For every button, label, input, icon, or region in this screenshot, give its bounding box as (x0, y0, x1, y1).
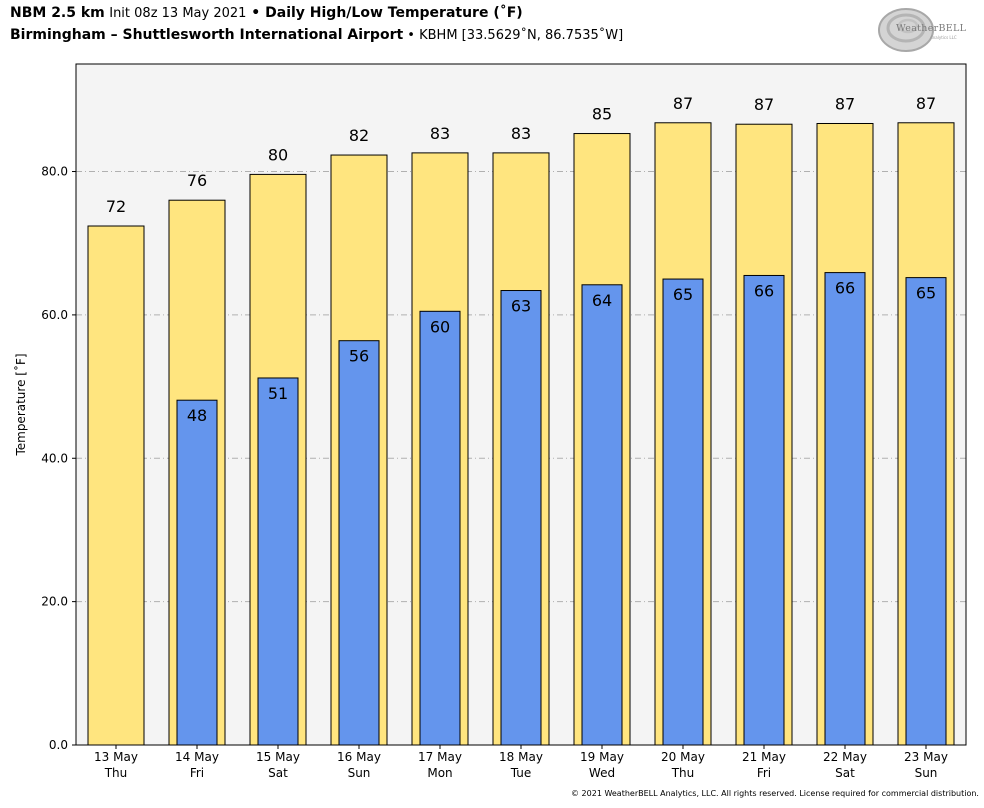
high-temp-label: 87 (835, 94, 855, 113)
x-tick-date: 20 May (661, 750, 705, 764)
low-temp-bar (500, 290, 542, 746)
high-temp-label: 87 (673, 94, 693, 113)
x-tick-weekday: Wed (589, 766, 615, 780)
x-tick-weekday: Fri (190, 766, 204, 780)
low-temp-bar (581, 284, 623, 746)
location-name: Birmingham – Shuttlesworth International… (10, 27, 404, 43)
low-temp-label: 66 (754, 281, 774, 300)
logo-subtext: Analytics LLC (930, 35, 957, 40)
low-temp-label: 64 (592, 291, 612, 310)
x-tick-date: 23 May (904, 750, 948, 764)
low-temp-label: 65 (916, 284, 936, 303)
y-tick-label: 20.0 (41, 595, 68, 609)
low-temp-bar (257, 377, 299, 746)
y-axis-label: Temperature [˚F] (13, 353, 28, 456)
copyright-notice: © 2021 WeatherBELL Analytics, LLC. All r… (571, 789, 979, 798)
low-temp-bar (824, 272, 866, 746)
separator: • (403, 28, 420, 43)
low-temp-bar (662, 278, 704, 746)
high-temp-label: 83 (511, 124, 531, 143)
x-tick-weekday: Thu (671, 766, 695, 780)
x-tick-date: 14 May (175, 750, 219, 764)
high-temp-bar (87, 225, 145, 746)
high-temp-label: 83 (430, 124, 450, 143)
chart-title: Daily High/Low Temperature (˚F) (265, 5, 523, 21)
plot-frame (75, 63, 967, 746)
init-time: Init 08z 13 May 2021 (109, 6, 247, 21)
low-temp-bar (419, 310, 461, 746)
low-temp-bar (743, 274, 785, 746)
model-name: NBM 2.5 km (10, 5, 105, 21)
y-tick-label: 80.0 (41, 165, 68, 179)
x-tick-date: 13 May (94, 750, 138, 764)
x-tick-date: 19 May (580, 750, 624, 764)
low-temp-bar (176, 399, 218, 746)
high-temp-label: 85 (592, 105, 612, 124)
x-tick-weekday: Sat (835, 766, 855, 780)
logo-text: WeatherBELL (896, 23, 967, 34)
x-tick-weekday: Mon (427, 766, 452, 780)
high-temp-label: 80 (268, 145, 288, 164)
x-tick-date: 21 May (742, 750, 786, 764)
x-tick-weekday: Sun (348, 766, 371, 780)
x-tick-weekday: Sun (915, 766, 938, 780)
low-temp-bar (905, 277, 947, 746)
low-temp-label: 66 (835, 279, 855, 298)
x-tick-weekday: Sat (268, 766, 288, 780)
low-temp-bar (338, 340, 380, 746)
x-tick-date: 16 May (337, 750, 381, 764)
high-temp-label: 82 (349, 126, 369, 145)
low-temp-label: 48 (187, 406, 207, 425)
low-temp-label: 51 (268, 384, 288, 403)
y-tick-label: 40.0 (41, 451, 68, 465)
low-temp-label: 63 (511, 297, 531, 316)
high-temp-label: 87 (754, 95, 774, 114)
x-tick-weekday: Thu (104, 766, 128, 780)
separator: • (246, 5, 266, 21)
swirl-icon (878, 8, 934, 52)
low-temp-label: 56 (349, 347, 369, 366)
low-temp-label: 65 (673, 285, 693, 304)
high-temp-label: 72 (106, 197, 126, 216)
x-tick-date: 18 May (499, 750, 543, 764)
weatherbell-logo: WeatherBELL Analytics LLC (876, 4, 968, 56)
x-tick-weekday: Tue (510, 766, 532, 780)
chart-header-line1: NBM 2.5 km Init 08z 13 May 2021 • Daily … (10, 5, 523, 21)
y-tick-label: 0.0 (49, 738, 68, 752)
station-info: KBHM [33.5629˚N, 86.7535˚W] (419, 28, 624, 43)
x-tick-date: 17 May (418, 750, 462, 764)
x-tick-date: 15 May (256, 750, 300, 764)
high-temp-label: 76 (187, 171, 207, 190)
low-temp-label: 60 (430, 317, 450, 336)
x-tick-weekday: Fri (757, 766, 771, 780)
high-temp-label: 87 (916, 94, 936, 113)
x-tick-date: 22 May (823, 750, 867, 764)
chart-header-line2: Birmingham – Shuttlesworth International… (10, 27, 623, 43)
y-tick-label: 60.0 (41, 308, 68, 322)
